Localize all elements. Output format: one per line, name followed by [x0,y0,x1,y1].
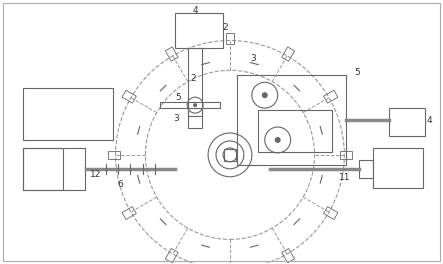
Text: 2: 2 [190,74,196,83]
Circle shape [275,137,281,143]
Bar [340,151,352,159]
Bar [282,248,295,263]
Text: 2: 2 [222,23,228,32]
Circle shape [193,103,197,107]
Bar [359,160,373,178]
Bar [188,48,202,116]
Text: 3: 3 [250,54,256,63]
Text: 4: 4 [192,6,198,15]
Bar [23,148,63,190]
Bar [122,90,136,103]
Bar [237,75,346,165]
Bar [258,110,332,152]
Text: 12: 12 [90,170,101,179]
Bar [108,151,120,159]
Bar [165,47,178,61]
Bar [323,90,338,103]
Bar [23,148,85,190]
Bar [282,47,295,61]
Text: 3: 3 [173,114,179,122]
Bar [389,108,425,136]
Circle shape [262,92,268,98]
Bar [160,102,220,108]
Text: 11: 11 [338,173,350,182]
Bar [323,207,338,219]
Bar [23,88,113,140]
Bar [188,108,202,128]
Bar [224,149,236,161]
Text: 4: 4 [426,116,432,125]
Text: 6: 6 [118,180,124,189]
Text: 5: 5 [175,93,181,102]
Bar [122,207,136,219]
Bar [373,148,423,188]
Bar [165,248,178,263]
Bar [175,13,223,48]
Bar [226,32,234,44]
Text: 5: 5 [354,68,360,77]
